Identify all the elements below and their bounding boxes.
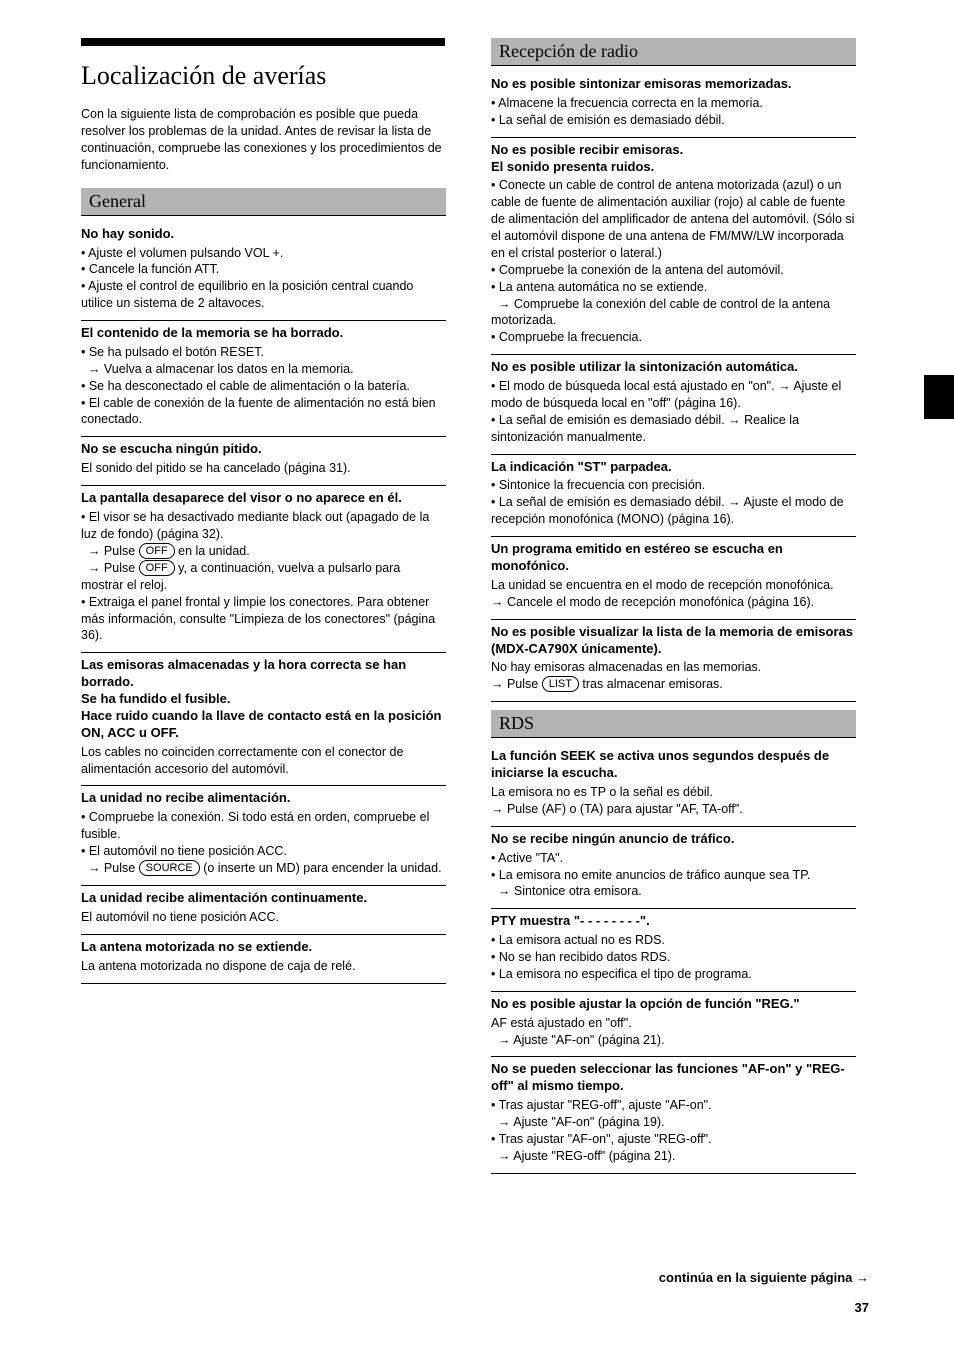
section-header-general: General	[81, 188, 446, 216]
faq-item: No es posible utilizar la sintonización …	[491, 355, 856, 454]
faq-answer: • Sintonice la frecuencia con precisión.…	[491, 477, 856, 528]
arrow-icon: →	[491, 677, 504, 691]
main-heading: Localización de averías	[81, 60, 446, 91]
arrow-icon: →	[728, 495, 741, 509]
arrow-icon: →	[498, 1115, 511, 1129]
faq-item: No es posible ajustar la opción de funci…	[491, 992, 856, 1058]
faq-question: La indicación "ST" parpadea.	[491, 459, 856, 476]
faq-answer: La antena motorizada no dispone de caja …	[81, 958, 446, 975]
faq-item: Un programa emitido en estéreo se escuch…	[491, 537, 856, 620]
faq-item: No es posible sintonizar emisoras memori…	[491, 72, 856, 138]
faq-question: La unidad recibe alimentación continuame…	[81, 890, 446, 907]
faq-item: La indicación "ST" parpadea. • Sintonice…	[491, 455, 856, 538]
faq-answer: • Active "TA". • La emisora no emite anu…	[491, 850, 856, 901]
faq-answer: • Se ha pulsado el botón RESET. → Vuelva…	[81, 344, 446, 428]
faq-answer: • Ajuste el volumen pulsando VOL +. • Ca…	[81, 245, 446, 313]
faq-answer: AF está ajustado en "off". → Ajuste "AF-…	[491, 1015, 856, 1049]
faq-item: Las emisoras almacenadas y la hora corre…	[81, 653, 446, 786]
section-header-rds: RDS	[491, 710, 856, 738]
faq-question: No es posible utilizar la sintonización …	[491, 359, 856, 376]
off-button-pill: OFF	[139, 543, 175, 559]
faq-question: No es posible recibir emisoras.El sonido…	[491, 142, 856, 176]
faq-question: No es posible visualizar la lista de la …	[491, 624, 856, 658]
source-button-pill: SOURCE	[139, 860, 200, 876]
faq-item: El contenido de la memoria se ha borrado…	[81, 321, 446, 437]
faq-answer: • Almacene la frecuencia correcta en la …	[491, 95, 856, 129]
page-number: 37	[855, 1300, 869, 1315]
faq-item: No es posible visualizar la lista de la …	[491, 620, 856, 703]
faq-question: La unidad no recibe alimentación.	[81, 790, 446, 807]
faq-item: La unidad recibe alimentación continuame…	[81, 886, 446, 935]
faq-item: No se escucha ningún pitido. El sonido d…	[81, 437, 446, 486]
faq-answer: • Compruebe la conexión. Si todo está en…	[81, 809, 446, 877]
faq-question: La función SEEK se activa unos segundos …	[491, 748, 856, 782]
faq-item: PTY muestra "- - - - - - - -". • La emis…	[491, 909, 856, 992]
faq-item: No hay sonido. • Ajuste el volumen pulsa…	[81, 222, 446, 321]
faq-question: No es posible sintonizar emisoras memori…	[491, 76, 856, 93]
faq-answer: La unidad se encuentra en el modo de rec…	[491, 577, 856, 611]
arrow-icon: →	[88, 362, 101, 376]
faq-item: La antena motorizada no se extiende. La …	[81, 935, 446, 984]
list-button-pill: LIST	[542, 676, 579, 692]
faq-question: La antena motorizada no se extiende.	[81, 939, 446, 956]
faq-question: Un programa emitido en estéreo se escuch…	[491, 541, 856, 575]
faq-answer: No hay emisoras almacenadas en las memor…	[491, 659, 856, 693]
faq-answer: Los cables no coinciden correctamente co…	[81, 744, 446, 778]
arrow-icon: →	[498, 1149, 511, 1163]
arrow-icon: →	[88, 561, 101, 575]
section-header-radio: Recepción de radio	[491, 38, 856, 66]
arrow-icon: →	[491, 802, 504, 816]
arrow-icon: →	[498, 1033, 511, 1047]
intro-text: Con la siguiente lista de comprobación e…	[81, 106, 446, 174]
arrow-icon: →	[88, 544, 101, 558]
faq-question: No hay sonido.	[81, 226, 446, 243]
arrow-icon: →	[728, 413, 741, 427]
faq-item: No se recibe ningún anuncio de tráfico. …	[491, 827, 856, 910]
arrow-icon: →	[88, 861, 101, 875]
faq-item: La función SEEK se activa unos segundos …	[491, 744, 856, 827]
faq-answer: • Conecte un cable de control de antena …	[491, 177, 856, 346]
faq-question: No se pueden seleccionar las funciones "…	[491, 1061, 856, 1095]
faq-question: PTY muestra "- - - - - - - -".	[491, 913, 856, 930]
arrow-icon: →	[778, 379, 791, 393]
arrow-icon: →	[498, 297, 511, 311]
faq-answer: El automóvil no tiene posición ACC.	[81, 909, 446, 926]
faq-item: La pantalla desaparece del visor o no ap…	[81, 486, 446, 653]
faq-answer: La emisora no es TP o la señal es débil.…	[491, 784, 856, 818]
faq-answer: • La emisora actual no es RDS. • No se h…	[491, 932, 856, 983]
faq-answer: • Tras ajustar "REG-off", ajuste "AF-on"…	[491, 1097, 856, 1165]
faq-question: Las emisoras almacenadas y la hora corre…	[81, 657, 446, 741]
faq-question: No se recibe ningún anuncio de tráfico.	[491, 831, 856, 848]
faq-answer: • El visor se ha desactivado mediante bl…	[81, 509, 446, 644]
arrow-icon: →	[491, 595, 504, 609]
faq-answer: • El modo de búsqueda local está ajustad…	[491, 378, 856, 446]
edge-tab	[924, 375, 954, 419]
faq-item: La unidad no recibe alimentación. • Comp…	[81, 786, 446, 886]
continue-label: continúa en la siguiente página →	[659, 1270, 869, 1285]
faq-answer: El sonido del pitido se ha cancelado (pá…	[81, 460, 446, 477]
faq-item: No es posible recibir emisoras.El sonido…	[491, 138, 856, 356]
faq-question: No es posible ajustar la opción de funci…	[491, 996, 856, 1013]
arrow-icon: →	[498, 884, 511, 898]
faq-item: No se pueden seleccionar las funciones "…	[491, 1057, 856, 1173]
off-button-pill: OFF	[139, 560, 175, 576]
faq-question: La pantalla desaparece del visor o no ap…	[81, 490, 446, 507]
faq-question: No se escucha ningún pitido.	[81, 441, 446, 458]
faq-question: El contenido de la memoria se ha borrado…	[81, 325, 446, 342]
